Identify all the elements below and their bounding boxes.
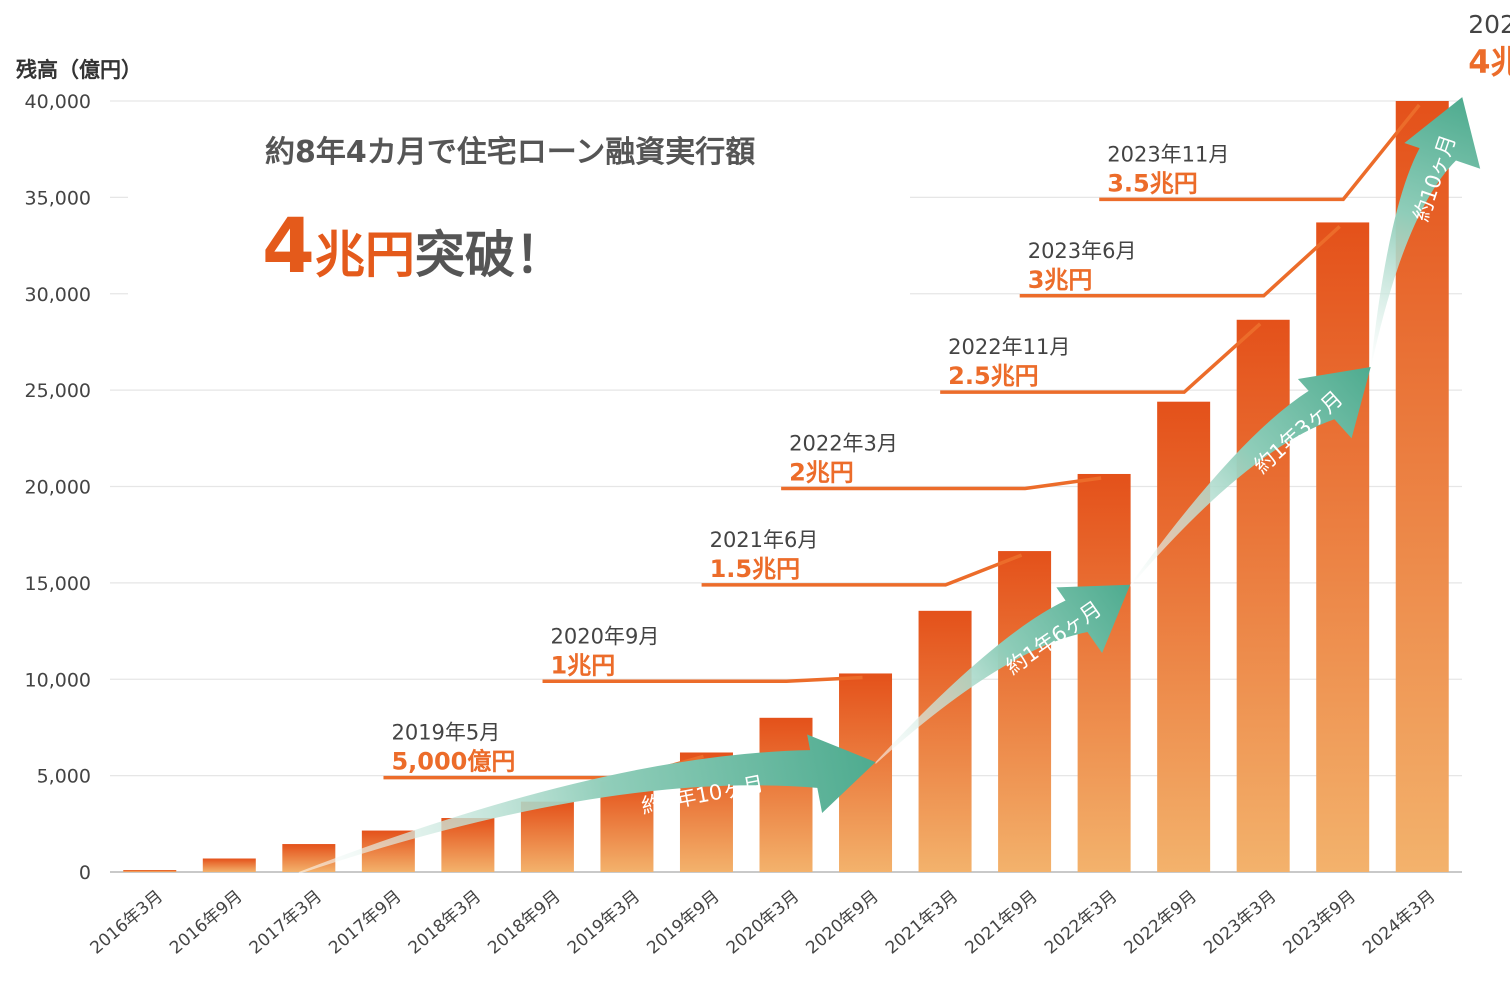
x-tick-label: 2019年9月 xyxy=(643,887,723,959)
headline-tail: 突破！ xyxy=(415,226,565,284)
headline-line1: 約8年4カ月で住宅ローン融資実行額 xyxy=(265,135,755,170)
annotation-value: 2兆円 xyxy=(789,459,854,487)
annotation-date: 2019年5月 xyxy=(391,721,500,745)
annotation: 2023年11月 3.5兆円 xyxy=(1099,103,1421,202)
annotation-leader xyxy=(940,322,1262,394)
annotation: 2021年6月 1.5兆円 xyxy=(701,528,1023,587)
y-tick-label: 30,000 xyxy=(25,284,91,306)
y-tick-label: 15,000 xyxy=(25,573,91,595)
y-tick-label: 20,000 xyxy=(25,477,91,499)
bar xyxy=(520,801,574,872)
annotation-value: 2.5兆円 xyxy=(948,362,1039,390)
y-tick-label: 40,000 xyxy=(25,91,91,113)
bar xyxy=(1157,401,1211,872)
growth-arrow-shape xyxy=(1130,366,1371,587)
bar xyxy=(918,610,972,872)
x-tick-label: 2022年9月 xyxy=(1121,887,1201,959)
y-tick-label: 10,000 xyxy=(25,669,91,691)
y-axis-label: 残高（億円） xyxy=(16,58,142,82)
annotation: 2022年11月 2.5兆円 xyxy=(940,322,1262,394)
annotation: 2024年3月 4兆円 xyxy=(1468,10,1510,81)
bar xyxy=(759,717,813,872)
bar xyxy=(1236,319,1290,872)
x-tick-label: 2022年3月 xyxy=(1041,887,1121,959)
x-tick-label: 2016年9月 xyxy=(166,887,246,959)
x-tick-label: 2023年3月 xyxy=(1200,887,1280,959)
annotation-leader xyxy=(1099,103,1421,202)
annotation-value: 3.5兆円 xyxy=(1107,169,1198,197)
headline-number: 4 xyxy=(262,201,315,290)
annotation-date: 2023年11月 xyxy=(1107,142,1229,166)
annotation-leader xyxy=(542,675,863,683)
x-tick-label: 2024年3月 xyxy=(1359,887,1439,959)
bar xyxy=(600,781,654,872)
growth-arrow-shape xyxy=(1370,97,1481,369)
x-tick-label: 2021年3月 xyxy=(882,887,962,959)
annotation-date: 2023年6月 xyxy=(1028,239,1137,263)
y-axis: 残高（億円） 0 5,000 10,000 15,000 20,000 25,000 30,… xyxy=(16,58,142,884)
bar xyxy=(123,870,177,872)
annotation-leader xyxy=(1019,225,1341,298)
headline-unit: 兆円 xyxy=(315,226,415,284)
annotation: 2022年3月 2兆円 xyxy=(781,432,1102,491)
annotation-value: 3兆円 xyxy=(1028,266,1093,294)
annotation-date: 2022年3月 xyxy=(789,432,898,456)
annotation-leader xyxy=(701,553,1023,587)
annotation-date: 2024年3月 xyxy=(1468,10,1510,39)
x-tick-label: 2017年9月 xyxy=(325,887,405,959)
x-tick-label: 2019年3月 xyxy=(564,887,644,959)
annotation-date: 2021年6月 xyxy=(710,528,819,552)
y-tick-label: 25,000 xyxy=(25,380,91,402)
annotation-value: 1兆円 xyxy=(551,651,616,679)
annotation-leader xyxy=(781,476,1102,491)
x-tick-label: 2020年3月 xyxy=(723,887,803,959)
y-tick-label: 0 xyxy=(79,862,91,884)
annotation-date: 2022年11月 xyxy=(948,335,1070,359)
y-tick-label: 35,000 xyxy=(25,187,91,209)
x-tick-label: 2020年9月 xyxy=(802,887,882,959)
x-tick-label: 2016年3月 xyxy=(87,887,167,959)
bar xyxy=(1316,222,1370,872)
growth-arrow-shape xyxy=(875,584,1131,765)
annotation: 2023年6月 3兆円 xyxy=(1019,225,1341,298)
bar xyxy=(282,844,336,872)
bars xyxy=(123,101,1449,872)
bar xyxy=(998,551,1052,872)
x-tick-label: 2017年3月 xyxy=(246,887,326,959)
bar xyxy=(202,858,256,872)
annotation-value: 5,000億円 xyxy=(391,748,515,776)
headline-line2: 4兆円突破！ xyxy=(262,201,565,290)
annotation: 2020年9月 1兆円 xyxy=(542,624,863,683)
annotation-date: 2020年9月 xyxy=(551,624,660,648)
x-tick-label: 2018年9月 xyxy=(484,887,564,959)
bar xyxy=(1077,473,1131,872)
x-tick-label: 2018年3月 xyxy=(405,887,485,959)
headline: 約8年4カ月で住宅ローン融資実行額 4兆円突破！ xyxy=(128,115,910,295)
x-tick-label: 2023年9月 xyxy=(1280,887,1360,959)
annotation-value: 1.5兆円 xyxy=(710,555,801,583)
annotations: 2019年5月 5,000億円 2020年9月 1兆円 2021年6月 1.5兆円 2022… xyxy=(383,10,1510,780)
x-axis: 2016年3月 2016年9月 2017年3月 2017年9月 2018年3月 2018年… xyxy=(87,887,1440,959)
y-tick-label: 5,000 xyxy=(37,766,91,788)
annotation-value: 4兆円 xyxy=(1468,43,1510,81)
x-tick-label: 2021年9月 xyxy=(961,887,1041,959)
growth-arrow-shape xyxy=(298,734,876,874)
